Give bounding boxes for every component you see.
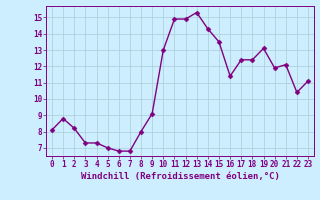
X-axis label: Windchill (Refroidissement éolien,°C): Windchill (Refroidissement éolien,°C): [81, 172, 279, 181]
